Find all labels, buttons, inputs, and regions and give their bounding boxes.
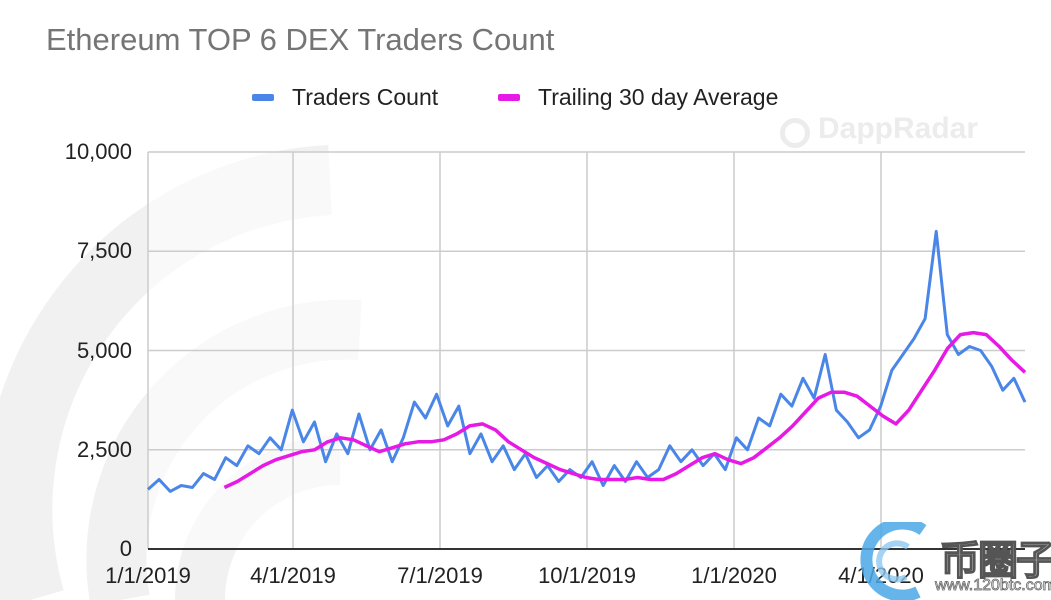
corner-watermark-url: www.120btc.com (935, 577, 1051, 595)
legend-swatch-blue-icon (252, 94, 274, 101)
legend-item-trailing-average[interactable]: Trailing 30 day Average (498, 84, 778, 111)
corner-watermark-text: 币圈子 (939, 538, 1051, 584)
dappradar-watermark: DappRadar (818, 112, 979, 145)
y-tick-label: 7,500 (76, 238, 132, 263)
traders-count-line (147, 229, 1027, 493)
corner-watermark-logo-icon (860, 522, 927, 600)
legend-label: Trailing 30 day Average (538, 84, 779, 110)
x-tick-label: 10/1/2019 (538, 563, 636, 588)
y-tick-label: 10,000 (64, 139, 132, 164)
gridlines (147, 151, 1025, 549)
legend-swatch-magenta-icon (498, 94, 520, 101)
chart-title: Ethereum TOP 6 DEX Traders Count (46, 22, 555, 57)
y-tick-label: 2,500 (76, 437, 132, 462)
x-tick-label: 4/1/2019 (250, 563, 336, 588)
legend: Traders Count Trailing 30 day Average (0, 84, 1051, 114)
x-tick-label: 7/1/2019 (397, 563, 483, 588)
y-tick-label: 0 (119, 536, 132, 561)
trailing-average-line (223, 330, 1027, 490)
legend-item-traders-count[interactable]: Traders Count (252, 84, 438, 111)
y-tick-label: 5,000 (76, 338, 132, 363)
x-tick-label: 1/1/2020 (691, 563, 777, 588)
legend-label: Traders Count (292, 84, 439, 110)
series-lines (147, 229, 1027, 493)
dappradar-logo-icon (780, 118, 810, 148)
x-tick-label: 1/1/2019 (105, 563, 191, 588)
